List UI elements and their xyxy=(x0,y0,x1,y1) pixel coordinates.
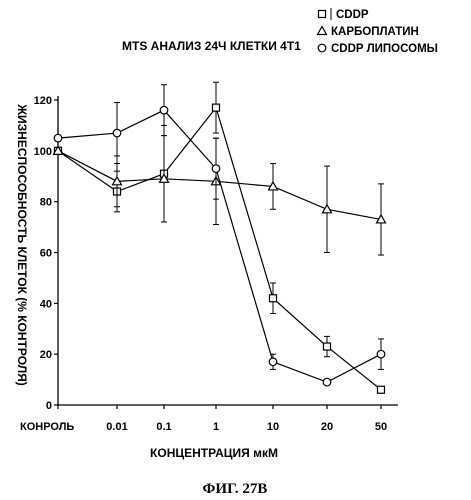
legend-marker-square xyxy=(317,9,327,19)
x-tick-label: 0.1 xyxy=(156,421,171,433)
point-circle xyxy=(376,349,386,359)
point-triangle xyxy=(375,213,387,224)
point-circle xyxy=(112,128,122,138)
series-line-circle xyxy=(57,109,382,383)
point-triangle xyxy=(321,203,333,214)
x-axis-label: КОНЦЕНТРАЦИЯ мкМ xyxy=(150,446,278,460)
series-line-square xyxy=(57,106,382,391)
legend-marker-triangle xyxy=(316,25,328,36)
y-tick-label: 100 xyxy=(34,146,52,158)
point-circle xyxy=(268,357,278,367)
point-square xyxy=(268,294,278,303)
point-circle xyxy=(322,377,332,387)
point-triangle xyxy=(52,145,64,155)
point-circle xyxy=(159,105,169,115)
point-triangle xyxy=(267,180,279,191)
legend-label: CDDP xyxy=(336,9,369,21)
x-tick-label: КОНРОЛЬ xyxy=(20,421,74,433)
point-square xyxy=(211,103,221,112)
x-tick-label: 50 xyxy=(375,421,387,433)
y-tick-label: 60 xyxy=(40,248,52,260)
legend-label: CDDP ЛИПОСОМЫ xyxy=(331,43,438,55)
legend: CDDP КАРБОПЛАТИН CDDP ЛИПОСОМЫ xyxy=(316,8,438,55)
y-tick-label: 120 xyxy=(34,95,52,107)
x-tick-label: 0.01 xyxy=(106,421,127,433)
plot-area: 0 20 40 60 80 100 120 КОНРОЛЬ 0.01 0.1 1 10 20 50 xyxy=(20,81,398,433)
point-triangle xyxy=(158,173,170,183)
point-circle xyxy=(53,133,63,143)
legend-label: КАРБОПЛАТИН xyxy=(331,26,419,38)
y-tick-label: 80 xyxy=(40,197,52,209)
legend-marker-circle xyxy=(317,43,327,53)
x-tick-label: 1 xyxy=(213,421,219,433)
y-tick-label: 20 xyxy=(40,349,52,361)
x-tick-label: 10 xyxy=(267,421,279,433)
point-square xyxy=(322,342,332,351)
point-square xyxy=(376,385,386,394)
point-triangle xyxy=(111,175,123,186)
chart-title: MTS АНАЛИЗ 24Ч КЛЕТКИ 4T1 xyxy=(122,39,301,53)
point-circle xyxy=(211,164,221,174)
y-axis-label: ЖИЗНЕСПОСОБНОСТЬ КЛЕТОК (% КОНТРОЛЯ) xyxy=(15,103,29,386)
y-tick-label: 40 xyxy=(40,298,52,310)
x-tick-label: 20 xyxy=(321,421,333,433)
figure-caption: ФИГ. 27В xyxy=(203,481,268,497)
y-tick-label: 0 xyxy=(46,400,52,412)
